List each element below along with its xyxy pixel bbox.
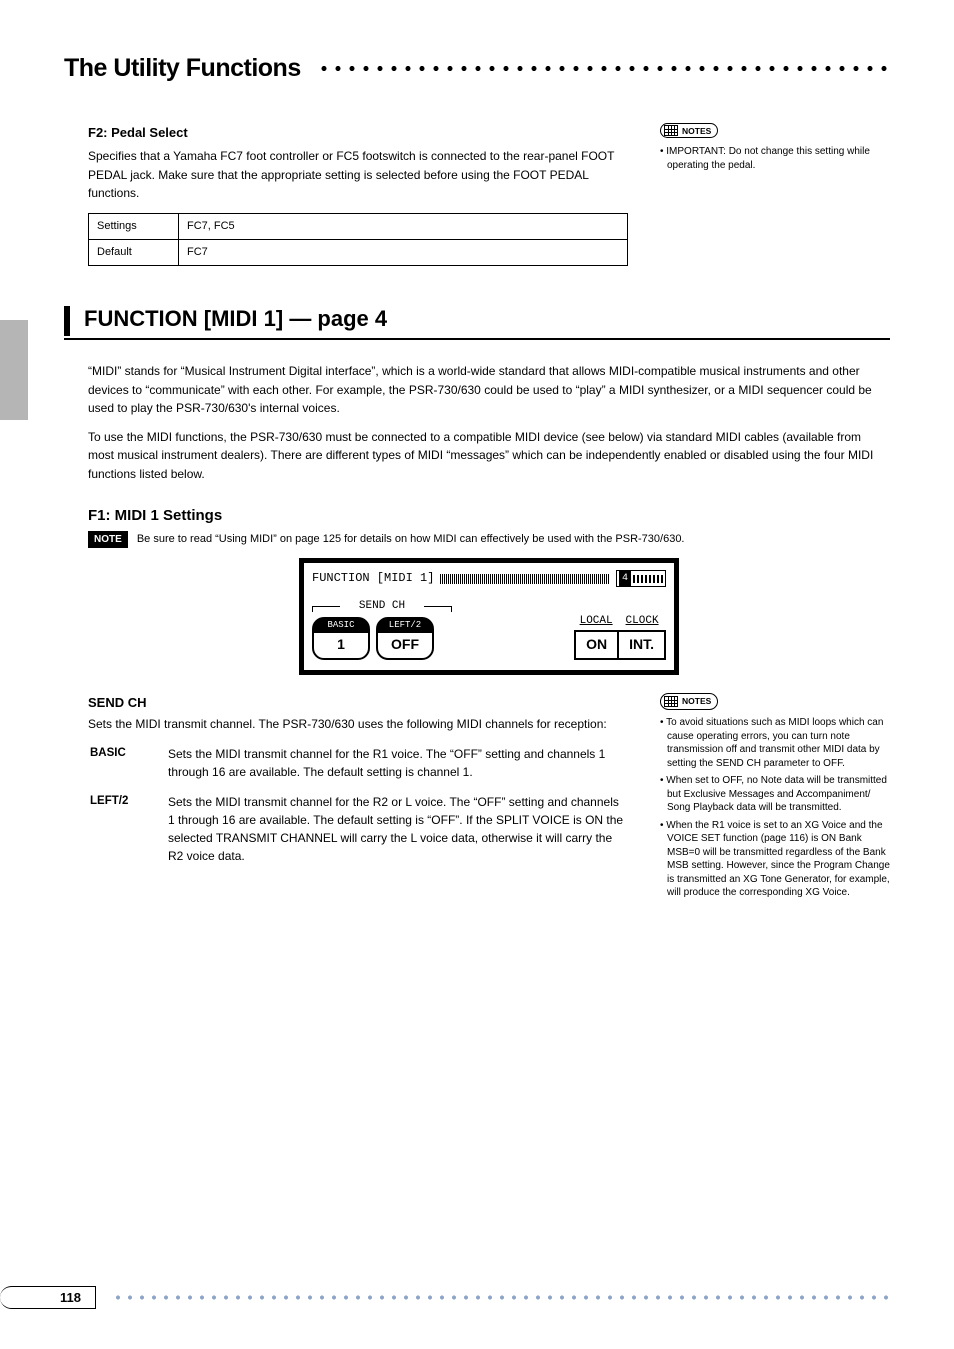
notes-badge: NOTES	[660, 123, 718, 138]
pedal-heading: F2: Pedal Select	[88, 123, 628, 143]
midi-title-rule	[64, 338, 890, 340]
sendch-left2-label: LEFT/2	[90, 793, 166, 865]
lcd-clock-label: CLOCK	[618, 613, 666, 630]
lcd-step-num: 4	[619, 571, 631, 587]
sendch-heading: SEND CH	[88, 693, 628, 713]
lcd-basic-box: BASIC 1	[312, 617, 370, 660]
table-row: LEFT/2 Sets the MIDI transmit channel fo…	[90, 793, 626, 865]
sendch-para: Sets the MIDI transmit channel. The PSR-…	[88, 715, 628, 734]
lcd-left-val: OFF	[391, 636, 419, 652]
sendch-table: BASIC Sets the MIDI transmit channel for…	[88, 743, 628, 867]
table-row: BASIC Sets the MIDI transmit channel for…	[90, 745, 626, 781]
pedal-table-r1c1: Settings	[89, 213, 179, 239]
lcd-top-bar	[440, 574, 610, 584]
lcd-top-text: FUNCTION [MIDI 1]	[312, 569, 434, 588]
f1-heading: F1: MIDI 1 Settings	[88, 504, 890, 527]
f1-note-text: Be sure to read “Using MIDI” on page 125…	[137, 533, 685, 545]
keyboard-icon	[664, 696, 678, 707]
lcd-step-indicator: 4	[616, 570, 666, 588]
midi-intro-1: “MIDI” stands for “Musical Instrument Di…	[88, 362, 890, 418]
sendch-left2-text: Sets the MIDI transmit channel for the R…	[168, 793, 626, 865]
lcd-screenshot: FUNCTION [MIDI 1] 4 SEND CH BASIC	[299, 558, 679, 674]
page-footer: 118	[0, 1286, 954, 1309]
keyboard-icon	[664, 125, 678, 136]
pedal-table-r2c2: FC7	[179, 239, 628, 265]
lcd-clock-val: INT.	[618, 630, 666, 660]
lcd-basic-hdr: BASIC	[314, 619, 368, 633]
lcd-sendch-label: SEND CH	[312, 598, 452, 615]
f1-note: NOTE Be sure to read “Using MIDI” on pag…	[88, 531, 890, 549]
lcd-basic-val: 1	[337, 636, 345, 652]
midi-title-text: FUNCTION [MIDI 1] — page 4	[64, 306, 405, 336]
page-header: The Utility Functions	[64, 54, 890, 83]
lcd-local-val: ON	[574, 630, 618, 660]
lcd-local-col: LOCAL ON	[574, 613, 618, 660]
footer-dot-leader	[112, 1295, 890, 1300]
header-title: The Utility Functions	[64, 54, 301, 83]
table-row: Default FC7	[89, 239, 628, 265]
sendch-note-2: • When set to OFF, no Note data will be …	[660, 774, 890, 815]
pedal-note: • IMPORTANT: Do not change this setting …	[660, 145, 890, 172]
notes-badge-label: NOTES	[682, 695, 711, 708]
midi-section-title: FUNCTION [MIDI 1] — page 4	[64, 306, 890, 340]
pedal-table-r1c2: FC7, FC5	[179, 213, 628, 239]
side-tab	[0, 320, 28, 420]
lcd-clock-col: CLOCK INT.	[618, 613, 666, 660]
midi-intro-2: To use the MIDI functions, the PSR-730/6…	[88, 428, 890, 484]
sendch-basic-text: Sets the MIDI transmit channel for the R…	[168, 745, 626, 781]
lcd-step-bars	[633, 575, 663, 583]
lcd-left-hdr: LEFT/2	[378, 619, 432, 633]
notes-badge: NOTES	[660, 693, 718, 710]
note-label: NOTE	[88, 531, 128, 549]
notes-badge-label: NOTES	[682, 126, 711, 136]
sendch-note-1: • To avoid situations such as MIDI loops…	[660, 716, 890, 770]
lcd-left-box: LEFT/2 OFF	[376, 617, 434, 660]
sendch-note-3: • When the R1 voice is set to an XG Voic…	[660, 819, 890, 900]
pedal-table: Settings FC7, FC5 Default FC7	[88, 213, 628, 266]
table-row: Settings FC7, FC5	[89, 213, 628, 239]
header-dot-leader	[317, 65, 890, 72]
pedal-table-r2c1: Default	[89, 239, 179, 265]
page-number: 118	[0, 1286, 96, 1309]
pedal-paragraph: Specifies that a Yamaha FC7 foot control…	[88, 147, 628, 203]
lcd-local-label: LOCAL	[574, 613, 618, 630]
sendch-basic-label: BASIC	[90, 745, 166, 781]
